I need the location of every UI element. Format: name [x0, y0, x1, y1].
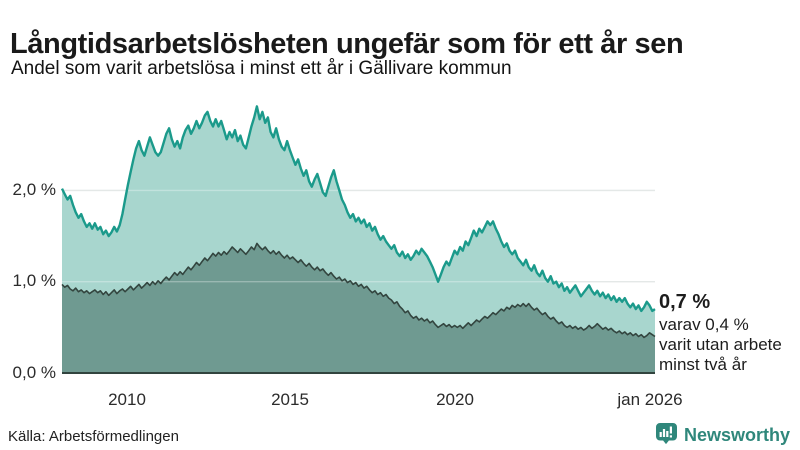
chart-subtitle: Andel som varit arbetslösa i minst ett å… [11, 58, 512, 79]
y-axis-tick-label: 1,0 % [12, 271, 56, 290]
annotation-line: varit utan arbete [659, 335, 782, 354]
y-axis-tick-label: 2,0 % [12, 180, 56, 199]
newsworthy-logo[interactable]: Newsworthy [654, 421, 790, 450]
x-axis-tick-label: 2020 [436, 390, 474, 409]
page-title: Långtidsarbetslösheten ungefär som för e… [10, 28, 684, 61]
x-axis-tick-label: 2010 [108, 390, 146, 409]
y-axis-tick-label: 0,0 % [12, 363, 56, 382]
source-attribution: Källa: Arbetsförmedlingen [8, 428, 179, 445]
x-axis-tick-label: 2015 [271, 390, 309, 409]
newsworthy-wordmark: Newsworthy [683, 425, 790, 445]
annotation-line: minst två år [659, 355, 747, 374]
x-axis-tick-label: jan 2026 [617, 390, 683, 409]
annotation-line: varav 0,4 % [659, 315, 749, 334]
end-value-label: 0,7 % [659, 291, 711, 313]
newsworthy-bubble-chart-icon [654, 421, 678, 450]
end-value-annotation: 0,7 % varav 0,4 % varit utan arbete mins… [659, 290, 797, 375]
